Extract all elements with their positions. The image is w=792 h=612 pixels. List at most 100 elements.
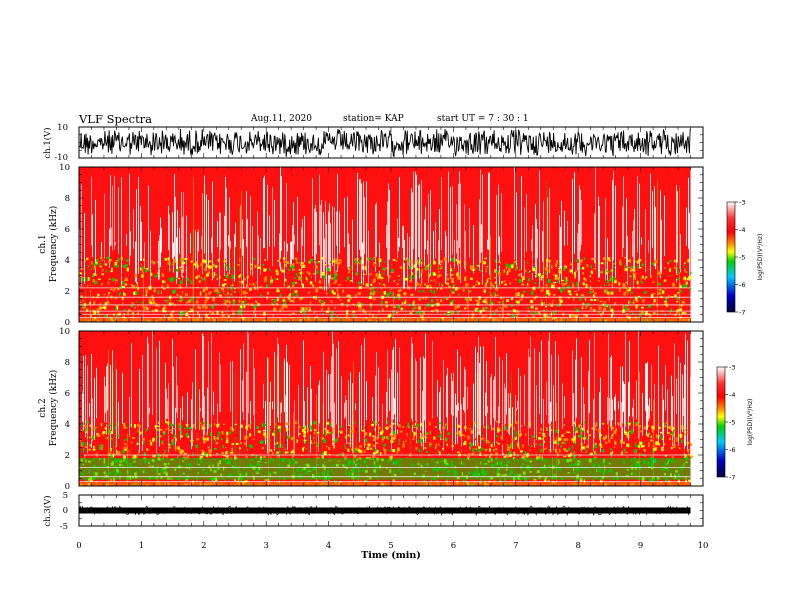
spectrogram-cell xyxy=(105,270,107,273)
spectrogram-cell xyxy=(372,313,374,317)
spectrogram-cell xyxy=(497,262,500,266)
spectrogram-cell xyxy=(304,425,306,430)
spectrogram-cell xyxy=(367,443,371,447)
spectrogram-cell xyxy=(204,306,208,309)
spectrogram-cell xyxy=(521,269,524,273)
spectrogram-cell xyxy=(441,283,444,287)
ch3-waveform-trace xyxy=(78,505,691,517)
spectrogram-cell xyxy=(305,276,308,280)
spectrogram-cell xyxy=(363,443,367,446)
spectrogram-cell xyxy=(279,294,282,297)
spectrogram-cell xyxy=(223,260,227,263)
spectrogram-cell xyxy=(357,306,359,309)
spectrogram-streak xyxy=(453,372,454,417)
spectrogram-cell xyxy=(579,297,582,301)
spectrogram-cell xyxy=(653,298,656,303)
spectrogram-cell xyxy=(123,447,127,451)
spectrogram-cell xyxy=(158,422,160,424)
spectrogram-cell xyxy=(108,452,111,457)
spectrogram-cell xyxy=(490,453,493,456)
spectrogram-streak xyxy=(614,397,615,411)
spectrogram-streak xyxy=(264,175,265,248)
spectrogram-cell xyxy=(469,446,471,450)
spectrogram-cell xyxy=(630,446,632,448)
spectrogram-cell xyxy=(175,277,178,280)
spectrogram-cell xyxy=(86,438,88,442)
spectrogram-cell xyxy=(370,306,372,310)
spectrogram-cell xyxy=(600,313,602,317)
spectrogram-cell xyxy=(234,478,236,481)
spectrogram-cell xyxy=(201,426,204,430)
spectrogram-cell xyxy=(499,314,501,317)
spectrogram-cell xyxy=(225,455,228,458)
spectrogram-streak xyxy=(139,368,140,453)
spectrogram-cell xyxy=(663,442,666,446)
spectrogram-cell xyxy=(313,311,315,313)
spectrogram-streak xyxy=(246,371,247,447)
spectrogram-cell xyxy=(346,269,349,272)
spectrogram-cell xyxy=(557,441,560,444)
spectrogram-cell xyxy=(303,439,307,442)
spectrogram-cell xyxy=(482,300,485,302)
spectrogram-cell xyxy=(312,284,315,287)
spectrogram-cell xyxy=(379,432,383,435)
spectrogram-cell xyxy=(537,453,540,458)
spectrogram-cell xyxy=(356,304,360,308)
spectrogram-cell xyxy=(543,309,546,312)
spectrogram-streak xyxy=(195,229,196,269)
spectrogram-cell xyxy=(81,305,84,308)
spectrogram-cell xyxy=(136,442,139,445)
spectrogram-cell xyxy=(565,268,567,273)
spectrogram-cell xyxy=(477,429,480,431)
spectrogram-cell xyxy=(575,479,578,482)
spectrogram-streak xyxy=(457,240,458,266)
spectrogram-cell xyxy=(396,425,400,430)
spectrogram-streak xyxy=(136,189,137,284)
spectrogram-cell xyxy=(407,425,409,429)
spectrogram-cell xyxy=(403,293,406,296)
spectrogram-cell xyxy=(140,261,143,265)
spectrogram-cell xyxy=(573,422,575,425)
spectrogram-cell xyxy=(640,281,642,284)
spectrogram-cell xyxy=(437,274,440,278)
spectrogram-cell xyxy=(125,277,128,281)
spectrogram-cell xyxy=(653,426,655,431)
spectrogram-cell xyxy=(392,263,396,266)
spectrogram-cell xyxy=(448,279,451,283)
spectrogram-cell xyxy=(484,284,488,288)
spectrogram-cell xyxy=(155,425,157,429)
spectrogram-cell xyxy=(144,307,145,312)
spectrogram-cell xyxy=(126,259,129,262)
spectrogram-cell xyxy=(396,451,398,454)
spectrogram-cell xyxy=(404,259,408,261)
spectrogram-streak xyxy=(576,338,577,418)
spectrogram-cell xyxy=(402,440,405,445)
spectrogram-streak xyxy=(458,403,459,411)
spectrogram-cell xyxy=(280,258,283,263)
spectrogram-streak xyxy=(290,241,291,267)
ch2-spectrogram-image xyxy=(79,331,693,486)
spectrogram-cell xyxy=(439,274,442,277)
spectrogram-cell xyxy=(416,423,419,428)
spectrogram-streak xyxy=(558,355,559,446)
spectrogram-cell xyxy=(658,426,661,429)
spectrogram-cell xyxy=(626,443,630,448)
spectrogram-cell xyxy=(164,258,167,261)
spectrogram-cell xyxy=(166,284,169,289)
spectrogram-streak xyxy=(441,176,442,251)
spectrogram-cell xyxy=(443,257,446,261)
spectrogram-cell xyxy=(280,294,284,299)
spectrogram-cell xyxy=(216,442,219,445)
y-tick-label: 8 xyxy=(65,194,70,204)
spectrogram-cell xyxy=(673,434,675,437)
spectrogram-cell xyxy=(286,301,289,304)
spectrogram-streak xyxy=(281,176,282,251)
spectrogram-streak xyxy=(435,222,436,259)
spectrogram-cell xyxy=(199,291,202,296)
spectrogram-cell xyxy=(377,452,379,454)
spectrogram-streak xyxy=(193,177,194,322)
spectrogram-cell xyxy=(195,429,198,432)
spectrogram-cell xyxy=(652,281,655,283)
spectrogram-streak xyxy=(315,204,316,282)
spectrogram-cell xyxy=(372,285,374,289)
